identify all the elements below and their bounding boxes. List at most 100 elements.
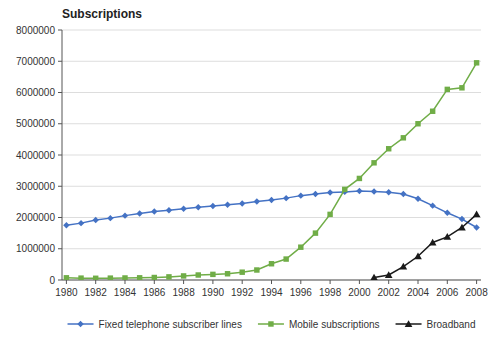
y-tick <box>58 186 62 187</box>
x-tick-label: 1990 <box>202 287 225 298</box>
point <box>152 275 157 280</box>
point <box>371 188 377 194</box>
series-line <box>374 214 477 277</box>
grid-line <box>62 61 481 62</box>
x-tick <box>300 280 301 284</box>
point <box>63 222 69 228</box>
y-tick <box>58 92 62 93</box>
point <box>312 191 318 197</box>
grid-line <box>62 30 481 31</box>
point <box>473 211 481 218</box>
point <box>93 276 98 280</box>
x-tick-label: 2000 <box>348 287 371 298</box>
point <box>414 252 422 259</box>
point <box>401 135 406 140</box>
point <box>210 203 216 209</box>
x-tick-label: 1992 <box>231 287 254 298</box>
point <box>313 230 318 235</box>
point <box>239 269 244 274</box>
legend-marker <box>268 321 273 326</box>
point <box>107 215 113 221</box>
point <box>195 204 201 210</box>
point <box>92 217 98 223</box>
point <box>283 256 288 261</box>
point <box>356 188 362 194</box>
x-tick-label: 2004 <box>407 287 430 298</box>
y-tick-label: 1000000 <box>16 243 55 254</box>
legend-label: Fixed telephone subscriber lines <box>99 319 242 330</box>
y-tick-label: 5000000 <box>16 118 55 129</box>
grid-line <box>62 248 481 249</box>
series-line <box>66 63 476 278</box>
point <box>357 176 362 181</box>
point <box>181 273 186 278</box>
point <box>400 191 406 197</box>
y-axis-line <box>62 30 63 280</box>
point <box>444 210 450 216</box>
point <box>64 275 69 280</box>
point <box>386 189 392 195</box>
point <box>327 189 333 195</box>
point <box>254 198 260 204</box>
point <box>225 271 230 276</box>
legend-marker <box>77 321 83 327</box>
grid-line <box>62 92 481 93</box>
series <box>64 60 480 280</box>
point <box>151 208 157 214</box>
title: Subscriptions <box>62 7 142 21</box>
point <box>137 275 142 280</box>
x-tick <box>476 280 477 284</box>
x-tick <box>359 280 360 284</box>
y-tick <box>58 61 62 62</box>
x-tick-label: 2008 <box>465 287 488 298</box>
y-tick-label: 6000000 <box>16 87 55 98</box>
legend: Fixed telephone subscriber linesMobile s… <box>68 319 476 330</box>
y-tick <box>58 217 62 218</box>
point <box>370 274 378 280</box>
y-tick <box>58 30 62 31</box>
series-line <box>66 191 476 228</box>
x-tick-label: 1980 <box>55 287 78 298</box>
x-tick <box>154 280 155 284</box>
point <box>283 195 289 201</box>
point <box>415 196 421 202</box>
point <box>400 263 408 270</box>
y-tick-label: 8000000 <box>16 25 55 36</box>
grid-line <box>62 186 481 187</box>
y-tick-label: 2000000 <box>16 212 55 223</box>
point <box>166 207 172 213</box>
legend-label: Broadband <box>427 319 476 330</box>
x-tick-label: 2002 <box>378 287 401 298</box>
x-tick <box>418 280 419 284</box>
point <box>429 239 437 246</box>
x-tick-label: 1998 <box>319 287 342 298</box>
point <box>78 275 83 280</box>
legend-marker <box>405 320 413 327</box>
point <box>430 109 435 114</box>
point <box>474 60 479 65</box>
point <box>224 201 230 207</box>
x-tick <box>183 280 184 284</box>
axes: 0100000020000003000000400000050000006000… <box>16 25 488 299</box>
x-tick-label: 2006 <box>436 287 459 298</box>
x-tick <box>271 280 272 284</box>
point <box>445 87 450 92</box>
series <box>370 211 480 280</box>
point <box>327 212 332 217</box>
point <box>473 224 479 230</box>
x-tick-label: 1982 <box>85 287 108 298</box>
point <box>268 197 274 203</box>
point <box>443 233 451 240</box>
x-tick <box>330 280 331 284</box>
x-tick-label: 1986 <box>143 287 166 298</box>
x-tick <box>95 280 96 284</box>
y-tick-label: 4000000 <box>16 150 55 161</box>
point <box>239 200 245 206</box>
x-tick <box>447 280 448 284</box>
y-tick <box>58 280 62 281</box>
point <box>298 244 303 249</box>
y-tick <box>58 123 62 124</box>
x-tick-label: 1984 <box>114 287 137 298</box>
legend-item: Broadband <box>396 319 476 330</box>
x-tick <box>66 280 67 284</box>
